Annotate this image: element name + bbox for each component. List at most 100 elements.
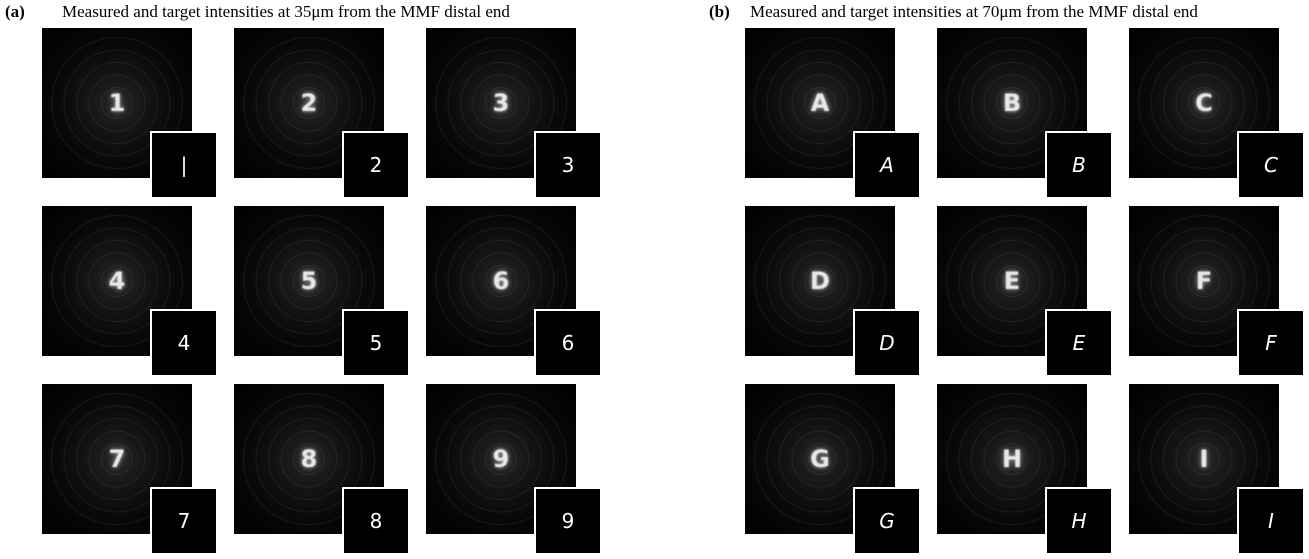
speckle-ring [946, 393, 1078, 525]
speckle-ring [435, 37, 567, 169]
measured-glyph: D [810, 267, 830, 295]
target-glyph: G [879, 509, 895, 533]
target-intensity-image: 6 [534, 309, 602, 377]
measured-glyph: G [810, 445, 830, 473]
measured-glyph: H [1001, 445, 1023, 473]
target-glyph: 9 [561, 509, 575, 533]
measured-glyph: 2 [300, 89, 318, 117]
target-intensity-image: 4 [150, 309, 218, 377]
target-glyph: I [1268, 509, 1274, 533]
target-intensity-image: B [1045, 131, 1113, 199]
target-intensity-image: F [1237, 309, 1305, 377]
measured-glyph: C [1195, 89, 1213, 117]
target-intensity-image: 9 [534, 487, 602, 555]
speckle-ring [946, 215, 1078, 347]
panel-a-tag: (a) [5, 2, 25, 21]
speckle-ring [1138, 215, 1270, 347]
measured-glyph: 6 [492, 267, 510, 295]
target-glyph: C [1264, 153, 1278, 177]
measured-intensity-image: B [937, 28, 1087, 178]
image-pair: 1 | [42, 28, 262, 203]
speckle-ring [754, 37, 886, 169]
speckle-ring [946, 37, 1078, 169]
measured-glyph: F [1195, 267, 1213, 295]
target-glyph: D [879, 331, 895, 355]
speckle-ring [754, 393, 886, 525]
target-glyph: 7 [177, 509, 191, 533]
speckle-ring [435, 215, 567, 347]
measured-glyph: 9 [492, 445, 510, 473]
measured-intensity-image: A [745, 28, 895, 178]
measured-glyph: A [810, 89, 830, 117]
target-intensity-image: C [1237, 131, 1305, 199]
target-glyph: E [1072, 331, 1086, 355]
target-glyph: 8 [369, 509, 383, 533]
target-intensity-image: 3 [534, 131, 602, 199]
measured-glyph: I [1199, 445, 1209, 473]
speckle-ring [243, 393, 375, 525]
target-intensity-image: D [853, 309, 921, 377]
target-intensity-image: 5 [342, 309, 410, 377]
measured-glyph: B [1002, 89, 1022, 117]
measured-intensity-image: 5 [234, 206, 384, 356]
target-intensity-image: G [853, 487, 921, 555]
target-intensity-image: 2 [342, 131, 410, 199]
target-intensity-image: H [1045, 487, 1113, 555]
measured-glyph: 4 [108, 267, 126, 295]
measured-glyph: 1 [108, 89, 126, 117]
target-intensity-image: 7 [150, 487, 218, 555]
speckle-ring [243, 215, 375, 347]
target-intensity-image: 8 [342, 487, 410, 555]
measured-glyph: 3 [492, 89, 510, 117]
target-glyph: 6 [561, 331, 575, 355]
speckle-ring [1138, 37, 1270, 169]
target-glyph: 2 [369, 153, 383, 177]
target-glyph: A [880, 153, 894, 177]
speckle-ring [51, 215, 183, 347]
target-intensity-image: E [1045, 309, 1113, 377]
measured-intensity-image: 8 [234, 384, 384, 534]
speckle-ring [1138, 393, 1270, 525]
target-glyph: B [1072, 153, 1086, 177]
speckle-ring [243, 37, 375, 169]
target-intensity-image: | [150, 131, 218, 199]
target-glyph: 4 [177, 331, 191, 355]
measured-glyph: E [1003, 267, 1021, 295]
target-intensity-image: A [853, 131, 921, 199]
measured-glyph: 5 [300, 267, 318, 295]
speckle-ring [435, 393, 567, 525]
speckle-ring [51, 393, 183, 525]
measured-intensity-image: 2 [234, 28, 384, 178]
measured-glyph: 8 [300, 445, 318, 473]
panel-b-tag: (b) [709, 2, 730, 21]
target-intensity-image: I [1237, 487, 1305, 555]
speckle-ring [51, 37, 183, 169]
target-glyph: 3 [561, 153, 575, 177]
target-glyph: F [1265, 331, 1277, 355]
target-glyph: 5 [369, 331, 383, 355]
measured-intensity-image: D [745, 206, 895, 356]
panel-b-caption: Measured and target intensities at 70μm … [750, 2, 1198, 21]
panel-a-caption: Measured and target intensities at 35μm … [62, 2, 510, 21]
target-glyph: H [1071, 509, 1087, 533]
target-glyph: | [180, 153, 188, 177]
measured-glyph: 7 [108, 445, 126, 473]
speckle-ring [754, 215, 886, 347]
